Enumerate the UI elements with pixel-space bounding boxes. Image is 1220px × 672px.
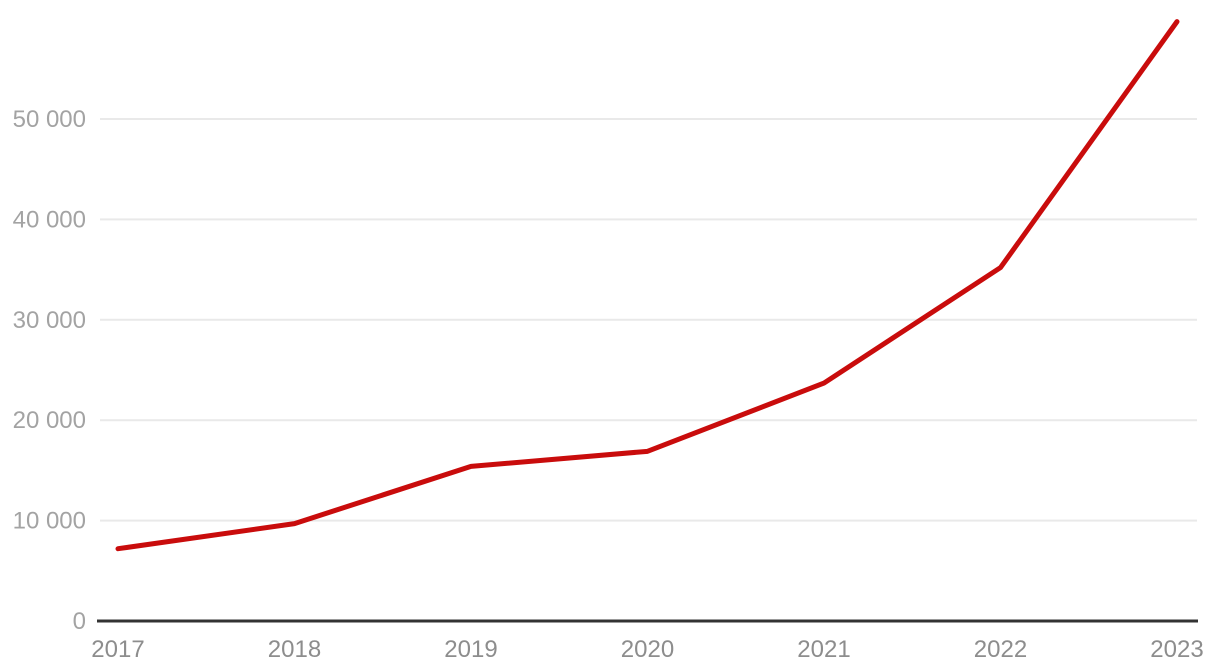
x-axis-tick-label: 2023	[1150, 636, 1203, 663]
y-axis-tick-label: 10 000	[13, 508, 86, 535]
x-axis-tick-label: 2021	[797, 636, 850, 663]
x-axis-tick-label: 2017	[91, 636, 144, 663]
y-axis-tick-label: 40 000	[13, 206, 86, 233]
x-axis-tick-label: 2020	[621, 636, 674, 663]
x-axis-tick-label: 2018	[268, 636, 321, 663]
data-line	[115, 19, 1180, 552]
y-axis-tick-label: 30 000	[13, 307, 86, 334]
y-axis-tick-label: 20 000	[13, 407, 86, 434]
y-axis-tick-label: 50 000	[13, 106, 86, 133]
y-axis-tick-label: 0	[73, 608, 86, 635]
x-axis-tick-label: 2019	[444, 636, 497, 663]
x-axis-tick-label: 2022	[974, 636, 1027, 663]
